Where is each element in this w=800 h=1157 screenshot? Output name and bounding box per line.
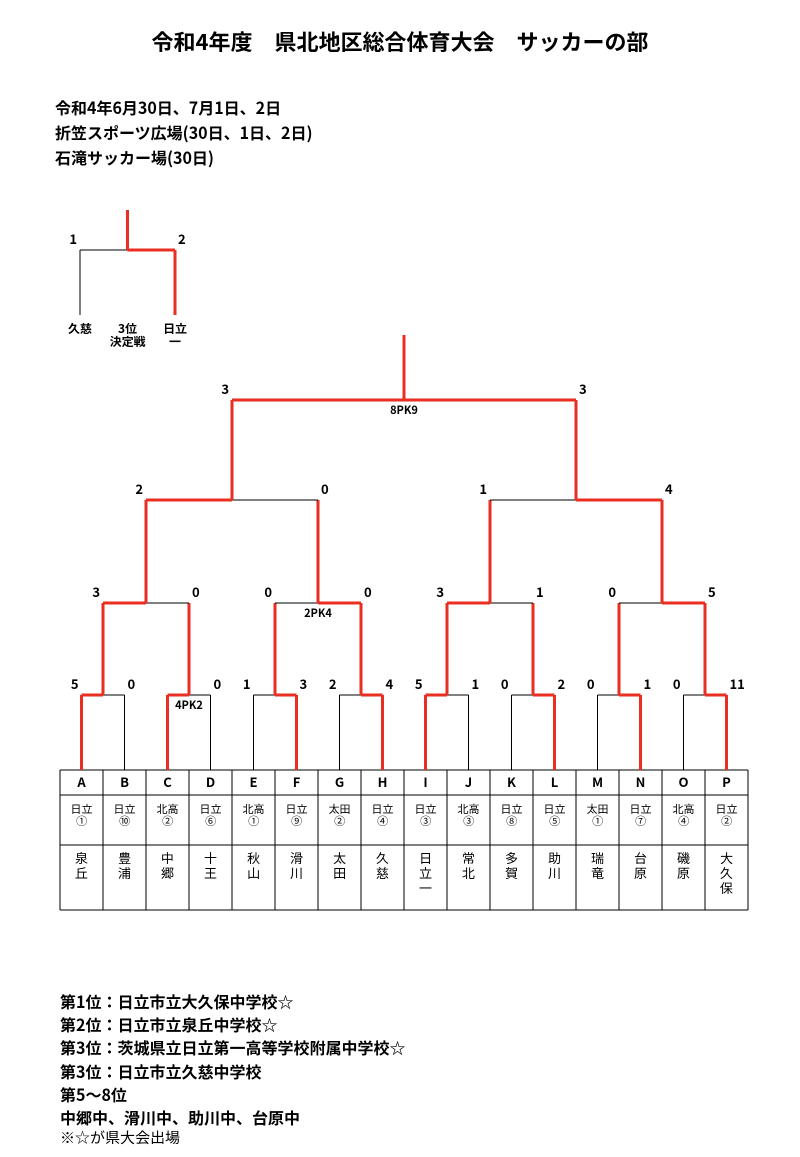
svg-text:4: 4 [386,674,394,693]
page: 令和4年度 県北地区総合体育大会 サッカーの部 令和4年6月30日、7月1日、2… [0,0,800,1157]
svg-text:1: 1 [644,674,652,693]
svg-text:太田②: 太田② [329,801,351,829]
svg-text:K: K [507,772,516,791]
svg-text:0: 0 [128,674,136,693]
svg-text:1: 1 [536,582,544,601]
svg-text:4PK2: 4PK2 [175,697,203,713]
svg-text:0: 0 [673,674,681,693]
svg-text:北高④: 北高④ [673,801,695,829]
svg-text:0: 0 [501,674,509,693]
svg-text:11: 11 [730,674,745,693]
svg-text:慈: 慈 [376,863,389,882]
svg-text:日立⑨: 日立⑨ [286,801,308,829]
result-line: 中郷中、滑川中、助川中、台原中 [60,1106,405,1129]
svg-text:E: E [250,772,258,791]
bracket-svg: A日立①泉丘B日立⑩豊浦C北高②中郷D日立⑥十王E北高①秋山F日立⑨滑川G太田②… [0,0,800,1157]
svg-text:0: 0 [364,582,372,601]
svg-text:太田①: 太田① [587,801,609,829]
svg-text:2: 2 [135,479,143,498]
svg-text:1: 1 [479,479,487,498]
svg-text:I: I [423,772,427,791]
result-line: 第3位：日立市立久慈中学校 [60,1060,405,1083]
svg-text:丘: 丘 [75,863,88,882]
svg-text:3: 3 [221,379,229,398]
svg-text:A: A [76,772,86,791]
svg-text:0: 0 [608,582,616,601]
svg-text:1: 1 [243,674,251,693]
svg-text:4: 4 [665,479,673,498]
svg-text:F: F [293,772,301,791]
svg-text:山: 山 [247,863,260,882]
svg-text:賀: 賀 [505,863,518,882]
svg-text:3位決定戦: 3位決定戦 [109,320,145,350]
svg-text:0: 0 [264,582,272,601]
svg-text:日立⑩: 日立⑩ [114,801,136,829]
svg-text:日立②: 日立② [716,801,738,829]
svg-text:2PK4: 2PK4 [304,605,332,621]
result-line: 第5～8位 [60,1083,405,1106]
svg-text:L: L [551,772,559,791]
svg-text:3: 3 [300,674,308,693]
result-line: 第1位：日立市立大久保中学校☆ [60,990,405,1013]
svg-text:田: 田 [333,863,346,882]
svg-text:北高②: 北高② [157,801,179,829]
svg-text:2: 2 [558,674,566,693]
svg-text:5: 5 [71,674,79,693]
svg-text:日立④: 日立④ [372,801,394,829]
svg-text:8PK9: 8PK9 [390,402,418,418]
svg-text:川: 川 [290,863,303,882]
svg-text:浦: 浦 [118,863,131,882]
note-line: ※☆が県大会出場 [60,1127,180,1148]
svg-text:1: 1 [69,229,77,248]
svg-text:5: 5 [708,582,716,601]
svg-text:G: G [335,772,344,791]
svg-text:0: 0 [321,479,329,498]
result-line: 第2位：日立市立泉丘中学校☆ [60,1013,405,1036]
svg-text:3: 3 [92,582,100,601]
svg-text:王: 王 [204,863,217,882]
svg-text:M: M [592,772,603,791]
svg-text:一: 一 [419,878,432,897]
svg-text:B: B [120,772,129,791]
svg-text:1: 1 [472,674,480,693]
svg-text:日立⑦: 日立⑦ [630,801,652,829]
svg-text:J: J [465,772,472,791]
svg-text:5: 5 [415,674,423,693]
svg-text:2: 2 [329,674,337,693]
svg-text:P: P [722,772,731,791]
svg-text:H: H [378,772,388,791]
svg-text:日立⑧: 日立⑧ [501,801,523,829]
svg-text:北高③: 北高③ [458,801,480,829]
svg-text:D: D [206,772,215,791]
svg-text:日立③: 日立③ [415,801,437,829]
svg-text:0: 0 [192,582,200,601]
svg-text:O: O [678,772,688,791]
svg-text:川: 川 [548,863,561,882]
svg-text:N: N [636,772,646,791]
svg-text:北高①: 北高① [243,801,265,829]
svg-text:久慈: 久慈 [68,320,92,337]
svg-text:原: 原 [634,863,647,882]
svg-text:日立①: 日立① [71,801,93,829]
svg-text:2: 2 [178,229,186,248]
svg-text:C: C [163,772,172,791]
svg-text:3: 3 [436,582,444,601]
svg-text:0: 0 [587,674,595,693]
results-block: 第1位：日立市立大久保中学校☆第2位：日立市立泉丘中学校☆第3位：茨城県立日立第… [60,990,405,1129]
svg-text:北: 北 [462,863,475,882]
svg-text:竜: 竜 [591,863,604,882]
svg-text:0: 0 [214,674,222,693]
svg-text:3: 3 [579,379,587,398]
svg-text:日立⑥: 日立⑥ [200,801,222,829]
svg-text:保: 保 [720,878,733,897]
result-line: 第3位：茨城県立日立第一高等学校附属中学校☆ [60,1036,405,1059]
svg-text:原: 原 [677,863,690,882]
svg-text:郷: 郷 [161,863,174,882]
svg-text:日立⑤: 日立⑤ [544,801,566,829]
svg-text:日立一: 日立一 [163,320,187,350]
